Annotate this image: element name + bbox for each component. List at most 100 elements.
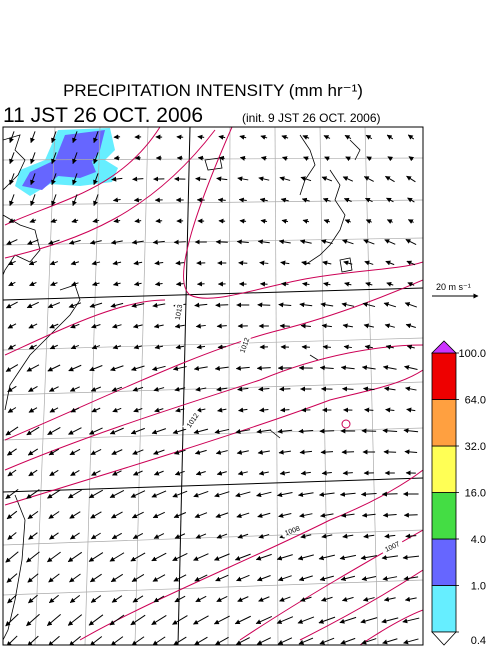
wind-arrow xyxy=(386,197,394,203)
wind-arrow xyxy=(48,573,60,583)
wind-arrow xyxy=(382,638,398,645)
wind-arrow xyxy=(48,448,60,456)
wind-arrow xyxy=(279,596,291,602)
wind-arrow xyxy=(49,469,59,477)
isobar-label-bg xyxy=(236,333,252,357)
wind-arrow xyxy=(239,155,246,161)
wind-arrow xyxy=(218,155,225,161)
wind-arrow xyxy=(27,239,39,245)
major-grid xyxy=(3,127,423,645)
wind-arrow xyxy=(258,386,270,392)
wind-arrow xyxy=(320,449,334,455)
wind-arrow xyxy=(132,470,143,476)
wind-arrow xyxy=(152,239,165,245)
wind-arrow xyxy=(27,573,39,583)
wind-arrow xyxy=(176,134,184,140)
wind-arrow xyxy=(112,470,122,476)
wind-arrow xyxy=(321,596,333,602)
wind-arrow xyxy=(131,636,145,645)
wind-arrow xyxy=(277,575,292,582)
wind-arrow xyxy=(6,239,18,245)
wind-arrow xyxy=(70,407,80,413)
wind-arrow xyxy=(298,428,314,434)
wind-arrow xyxy=(110,636,124,645)
wind-arrow xyxy=(173,512,187,519)
wind-arrow xyxy=(361,512,376,518)
wind-arrow xyxy=(69,595,81,603)
wind-arrow xyxy=(387,156,394,162)
wind-arrow xyxy=(195,595,207,603)
wind-arrow xyxy=(49,532,59,540)
wind-arrow xyxy=(112,323,122,329)
wind-arrow xyxy=(47,489,61,499)
wind-arrow xyxy=(172,615,188,625)
wind-arrow xyxy=(236,449,249,455)
wind-arrow xyxy=(91,323,101,329)
wind-arrow xyxy=(403,428,419,434)
wind-arrow xyxy=(259,197,268,203)
wind-arrow xyxy=(323,219,331,224)
wind-arrow xyxy=(278,302,292,308)
wind-arrow xyxy=(300,533,312,539)
wind-arrow xyxy=(109,614,125,626)
colorbar-label: 1.0 xyxy=(471,581,486,593)
wind-arrow xyxy=(386,219,393,224)
wind-arrow xyxy=(260,134,268,140)
wind-arrow xyxy=(282,156,288,161)
wind-arrow xyxy=(342,176,354,182)
wind-arrow xyxy=(403,575,419,581)
wind-arrow xyxy=(281,218,289,224)
wind-arrow xyxy=(28,469,38,477)
wind-arrow xyxy=(197,134,205,140)
wind-arrow xyxy=(151,614,167,626)
wind-arrow xyxy=(88,552,104,562)
colorbar-bin xyxy=(431,352,457,400)
wind-arrow xyxy=(68,427,82,435)
wind-arrow xyxy=(72,194,78,207)
wind-arrow xyxy=(130,427,145,435)
wind-arrow xyxy=(299,449,313,455)
wind-arrow xyxy=(174,386,186,392)
wind-arrow xyxy=(132,323,143,329)
wind-arrow xyxy=(172,490,188,498)
wind-arrow xyxy=(26,489,40,499)
wind-arrow xyxy=(319,365,334,371)
wind-arrow xyxy=(49,260,59,266)
wind-arrow xyxy=(364,260,374,266)
wind-arrow xyxy=(30,173,36,186)
isobars xyxy=(4,127,423,645)
wind-arrow xyxy=(318,491,335,497)
wind-arrow xyxy=(132,386,144,392)
wind-arrow xyxy=(196,407,206,413)
wind-arrow xyxy=(90,511,102,519)
wind-arrow xyxy=(280,197,289,203)
wind-arrow xyxy=(26,613,40,627)
wind-arrow xyxy=(381,617,399,624)
wind-arrow xyxy=(257,449,270,455)
wind-arrow xyxy=(47,239,60,245)
wind-arrow xyxy=(48,511,60,519)
wind-arrow xyxy=(218,134,226,140)
wind-arrow xyxy=(9,173,15,186)
wind-arrow xyxy=(236,512,250,518)
wind-arrow xyxy=(301,260,311,266)
wind-arrow xyxy=(173,574,187,582)
wind-arrow xyxy=(277,637,293,645)
wind-arrow xyxy=(406,175,416,183)
wind-arrow xyxy=(113,218,121,224)
wind-arrow xyxy=(279,176,291,182)
colorbar-label: 0.4 xyxy=(471,635,486,647)
wind-arrow xyxy=(153,595,165,603)
wind-arrow xyxy=(93,173,99,186)
wind-arrow xyxy=(216,470,227,476)
wind-arrow xyxy=(154,281,163,287)
wind-arrow xyxy=(92,281,100,287)
wind-arrow xyxy=(110,302,124,308)
wind-arrow xyxy=(50,218,58,223)
wind-arrow xyxy=(70,344,80,350)
wind-arrow xyxy=(131,239,144,245)
wind-arrow xyxy=(215,449,228,455)
wind-arrow xyxy=(235,365,250,371)
wind-arrow xyxy=(322,344,331,350)
wind-arrow xyxy=(68,635,81,645)
